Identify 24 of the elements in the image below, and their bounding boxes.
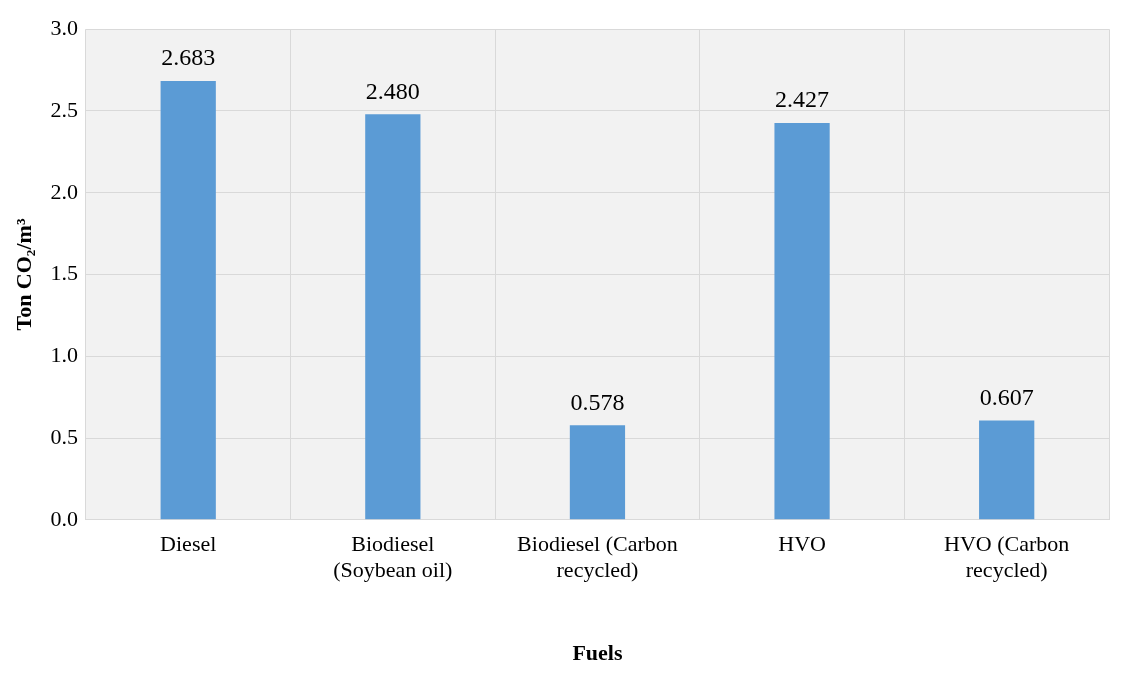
y-tick-label: 2.5 bbox=[50, 96, 78, 122]
y-tick-label: 2.0 bbox=[50, 178, 78, 204]
y-tick-label: 1.0 bbox=[50, 342, 78, 368]
y-tick-label: 3.0 bbox=[50, 14, 78, 40]
x-tick-label: Diesel bbox=[160, 530, 217, 556]
data-label: 2.427 bbox=[775, 86, 830, 113]
x-tick-label: HVO bbox=[778, 530, 826, 556]
bar bbox=[160, 81, 216, 520]
bar bbox=[365, 114, 421, 520]
bar bbox=[569, 425, 626, 520]
x-tick-label: HVO (Carbon recycled) bbox=[944, 530, 1070, 583]
x-axis-title: Fuels bbox=[572, 640, 623, 666]
data-label: 2.480 bbox=[365, 77, 420, 104]
x-tick-label: Biodiesel (Soybean oil) bbox=[333, 530, 453, 583]
data-label: 2.683 bbox=[161, 44, 216, 71]
data-label: 0.607 bbox=[979, 383, 1034, 410]
y-tick-label: 0.0 bbox=[50, 505, 78, 531]
y-tick-label: 0.5 bbox=[50, 423, 78, 449]
bar bbox=[979, 420, 1035, 520]
y-axis-title: Ton CO₂/m³ bbox=[10, 218, 36, 331]
data-label: 0.578 bbox=[570, 388, 625, 415]
y-tick-label: 1.5 bbox=[50, 260, 78, 286]
bar bbox=[774, 122, 830, 520]
x-tick-label: Biodiesel (Carbon recycled) bbox=[517, 530, 678, 583]
